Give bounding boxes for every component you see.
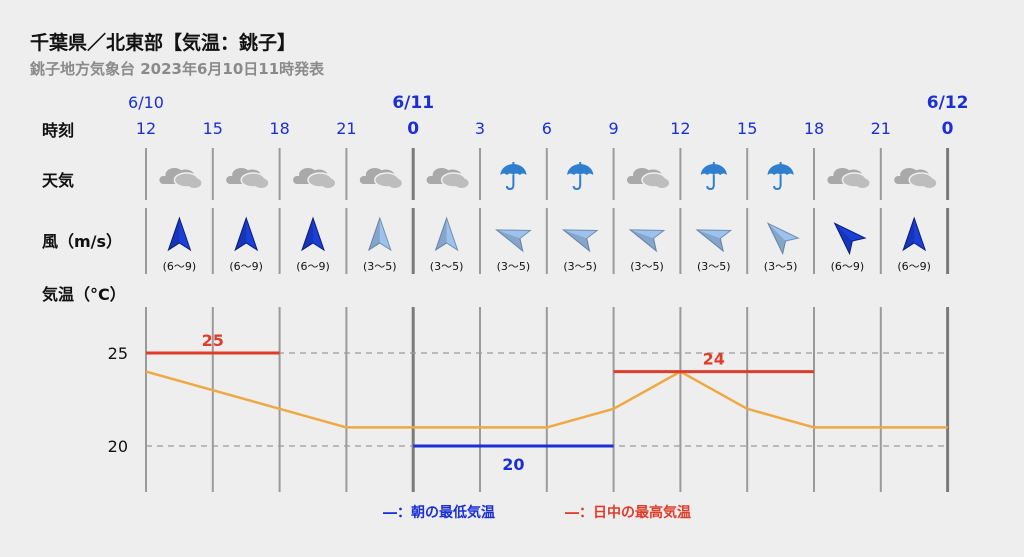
- wind-speed-range: (3〜5): [630, 260, 664, 273]
- time-tick-labels: 12 15 18 21 0 3 6 9 12 15 18 21 0: [136, 119, 954, 139]
- umbrella-rain-icon: [700, 162, 727, 191]
- time-tick-label: 6: [542, 119, 552, 138]
- wind-speed-range: (6〜9): [831, 260, 865, 273]
- row-label-wind: 風（m/s）: [42, 232, 122, 251]
- wind-speed-range: (6〜9): [897, 260, 931, 273]
- issued-by-subtitle: 銚子地方気象台 2023年6月10日11時発表: [30, 60, 325, 78]
- umbrella-rain-icon: [567, 162, 594, 191]
- row-label-weather: 天気: [42, 171, 74, 190]
- time-tick-label: 15: [737, 119, 757, 138]
- cloudy-icon: [627, 168, 669, 188]
- time-tick-label: 18: [804, 119, 824, 138]
- umbrella-rain-icon: [767, 162, 794, 191]
- umbrella-rain-icon: [500, 162, 527, 191]
- wind-arrow-icon: [902, 216, 927, 252]
- time-tick-label: 18: [269, 119, 289, 138]
- legend: ―：朝の最低気温 ―：日中の最高気温: [383, 504, 691, 521]
- wind-arrow-icon: [434, 216, 459, 252]
- temperature-line: [145, 370, 948, 429]
- time-tick-label: 15: [203, 119, 223, 138]
- date-label: 6/10: [128, 93, 164, 112]
- wind-speed-range: (3〜5): [363, 260, 397, 273]
- wind-speed-range: (6〜9): [163, 260, 197, 273]
- time-tick-label: 21: [336, 119, 356, 138]
- date-labels: 6/10 6/11 6/12: [128, 93, 968, 113]
- wind-speed-range: (3〜5): [430, 260, 464, 273]
- row-label-time: 時刻: [42, 121, 74, 140]
- cloudy-icon: [894, 168, 937, 188]
- time-tick-label: 3: [475, 119, 485, 138]
- cloudy-icon: [159, 168, 202, 188]
- time-tick-label: 0: [407, 119, 419, 139]
- max-temp-label: 25: [202, 331, 224, 350]
- wind-speed-range: (3〜5): [563, 260, 597, 273]
- wind-speed-range: (3〜5): [497, 260, 531, 273]
- cloudy-icon: [827, 168, 870, 188]
- min-temp-label: 20: [502, 455, 524, 474]
- wind-speed-range: (6〜9): [296, 260, 330, 273]
- legend-max-temp: ―：日中の最高気温: [565, 504, 691, 521]
- time-tick-label: 12: [136, 119, 156, 138]
- time-tick-label: 9: [609, 119, 619, 138]
- max-temp-label: 24: [703, 350, 725, 369]
- wind-arrow-icon: [833, 222, 867, 256]
- time-tick-label: 12: [670, 119, 690, 138]
- legend-min-temp: ―：朝の最低気温: [383, 504, 495, 521]
- wind-speed-range: (3〜5): [697, 260, 731, 273]
- wind-arrow-icon: [367, 216, 392, 252]
- cloudy-icon: [359, 168, 402, 188]
- temperature-plot: 25 24 20: [145, 331, 948, 474]
- wind-arrows: (6〜9) (6〜9) (6〜9) (3〜5) (3〜5) (3〜5) (3〜5) (3〜5)…: [163, 216, 931, 273]
- time-tick-label: 21: [871, 119, 891, 138]
- wind-arrow-icon: [628, 229, 666, 253]
- date-label: 6/12: [927, 93, 969, 113]
- y-tick-label: 20: [108, 437, 128, 456]
- wind-arrow-icon: [167, 216, 192, 252]
- cloudy-icon: [293, 168, 335, 188]
- wind-arrow-icon: [695, 229, 733, 253]
- wind-arrow-icon: [495, 229, 532, 253]
- wind-arrow-icon: [301, 216, 325, 252]
- cloudy-icon: [226, 168, 269, 188]
- time-tick-label: 0: [942, 119, 954, 139]
- date-label: 6/11: [392, 93, 434, 113]
- wind-speed-range: (6〜9): [229, 260, 263, 273]
- page-title: 千葉県／北東部【気温：銚子】: [30, 32, 297, 54]
- row-labels: 時刻 天気 風（m/s） 気温（°C）: [42, 121, 126, 304]
- wind-arrow-icon: [766, 222, 800, 256]
- wind-arrow-icon: [234, 216, 259, 252]
- y-tick-label: 25: [108, 344, 128, 363]
- row-label-temp: 気温（°C）: [42, 285, 126, 304]
- wind-speed-range: (3〜5): [764, 260, 798, 273]
- wind-arrow-icon: [561, 229, 599, 253]
- weather-icons: [159, 162, 937, 191]
- cloudy-icon: [426, 168, 469, 188]
